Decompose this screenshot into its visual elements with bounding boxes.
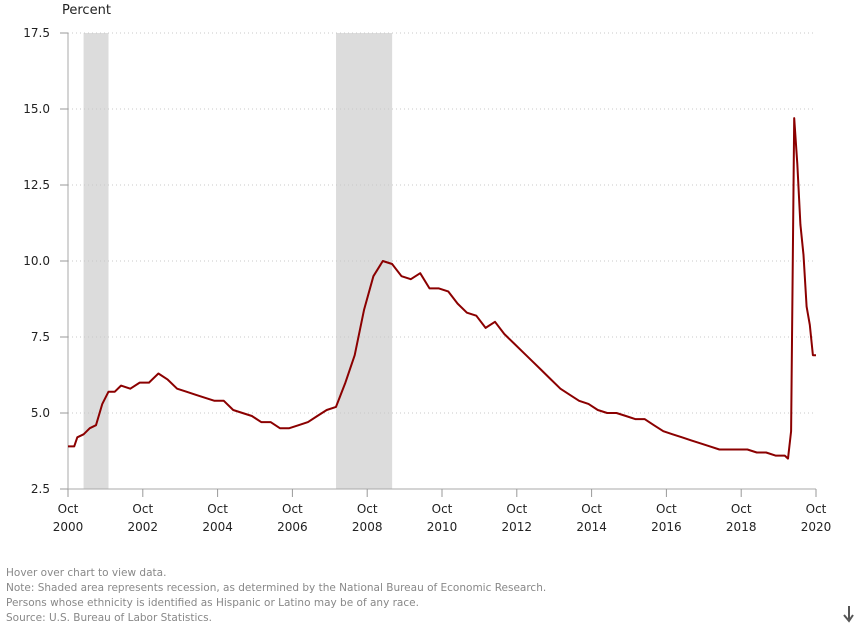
chart[interactable]: Percent 2.5 5.0 7.5 10.0 12.5 15.0 17.5 Oct 200… bbox=[0, 0, 854, 560]
recession-note-text: Note: Shaded area represents recession, … bbox=[6, 582, 547, 594]
x-tick-label-month: Oct bbox=[731, 502, 752, 516]
hover-hint-text: Hover over chart to view data. bbox=[6, 567, 167, 579]
download-arrow-icon[interactable] bbox=[842, 606, 854, 624]
x-tick-label-year: 2012 bbox=[502, 520, 533, 534]
series-line-layer[interactable] bbox=[68, 117, 816, 460]
y-tick-label: 7.5 bbox=[31, 330, 50, 344]
y-axis-unit-label: Percent bbox=[62, 3, 111, 18]
x-tick-label-month: Oct bbox=[132, 502, 153, 516]
x-tick-label-month: Oct bbox=[581, 502, 602, 516]
y-tick-label: 17.5 bbox=[23, 26, 50, 40]
x-tick-label-year: 2002 bbox=[128, 520, 159, 534]
x-tick-label-year: 2004 bbox=[202, 520, 233, 534]
x-tick-label-month: Oct bbox=[806, 502, 827, 516]
x-axis-tick-labels: Oct 2000 Oct 2002 Oct 2004 Oct 2006 Oct 2008 Oct 20… bbox=[53, 489, 832, 534]
x-tick-label-month: Oct bbox=[656, 502, 677, 516]
source-text: Source: U.S. Bureau of Labor Statistics. bbox=[6, 612, 212, 624]
x-tick-label-year: 2010 bbox=[427, 520, 458, 534]
x-tick-label-year: 2016 bbox=[651, 520, 682, 534]
y-tick-label: 5.0 bbox=[31, 406, 50, 420]
x-tick-label-year: 2008 bbox=[352, 520, 383, 534]
chart-notes: Hover over chart to view data. Note: Sha… bbox=[6, 566, 826, 626]
x-tick-label-month: Oct bbox=[207, 502, 228, 516]
y-axis-tick-labels: 2.5 5.0 7.5 10.0 12.5 15.0 17.5 bbox=[23, 26, 68, 496]
y-tick-label: 12.5 bbox=[23, 178, 50, 192]
x-tick-label-month: Oct bbox=[432, 502, 453, 516]
x-tick-label-year: 2014 bbox=[576, 520, 607, 534]
x-tick-label-year: 2000 bbox=[53, 520, 84, 534]
ethnicity-note-text: Persons whose ethnicity is identified as… bbox=[6, 597, 419, 609]
gridlines bbox=[68, 32, 816, 414]
x-tick-label-year: 2018 bbox=[726, 520, 757, 534]
recession-shading-layer bbox=[83, 33, 393, 489]
series-line-1[interactable] bbox=[68, 117, 816, 460]
x-tick-label-month: Oct bbox=[506, 502, 527, 516]
x-tick-label-year: 2020 bbox=[801, 520, 832, 534]
y-tick-label: 10.0 bbox=[23, 254, 50, 268]
x-tick-label-month: Oct bbox=[357, 502, 378, 516]
x-tick-label-month: Oct bbox=[282, 502, 303, 516]
y-tick-label: 2.5 bbox=[31, 482, 50, 496]
y-tick-label: 15.0 bbox=[23, 102, 50, 116]
x-tick-label-year: 2006 bbox=[277, 520, 308, 534]
x-tick-label-month: Oct bbox=[58, 502, 79, 516]
